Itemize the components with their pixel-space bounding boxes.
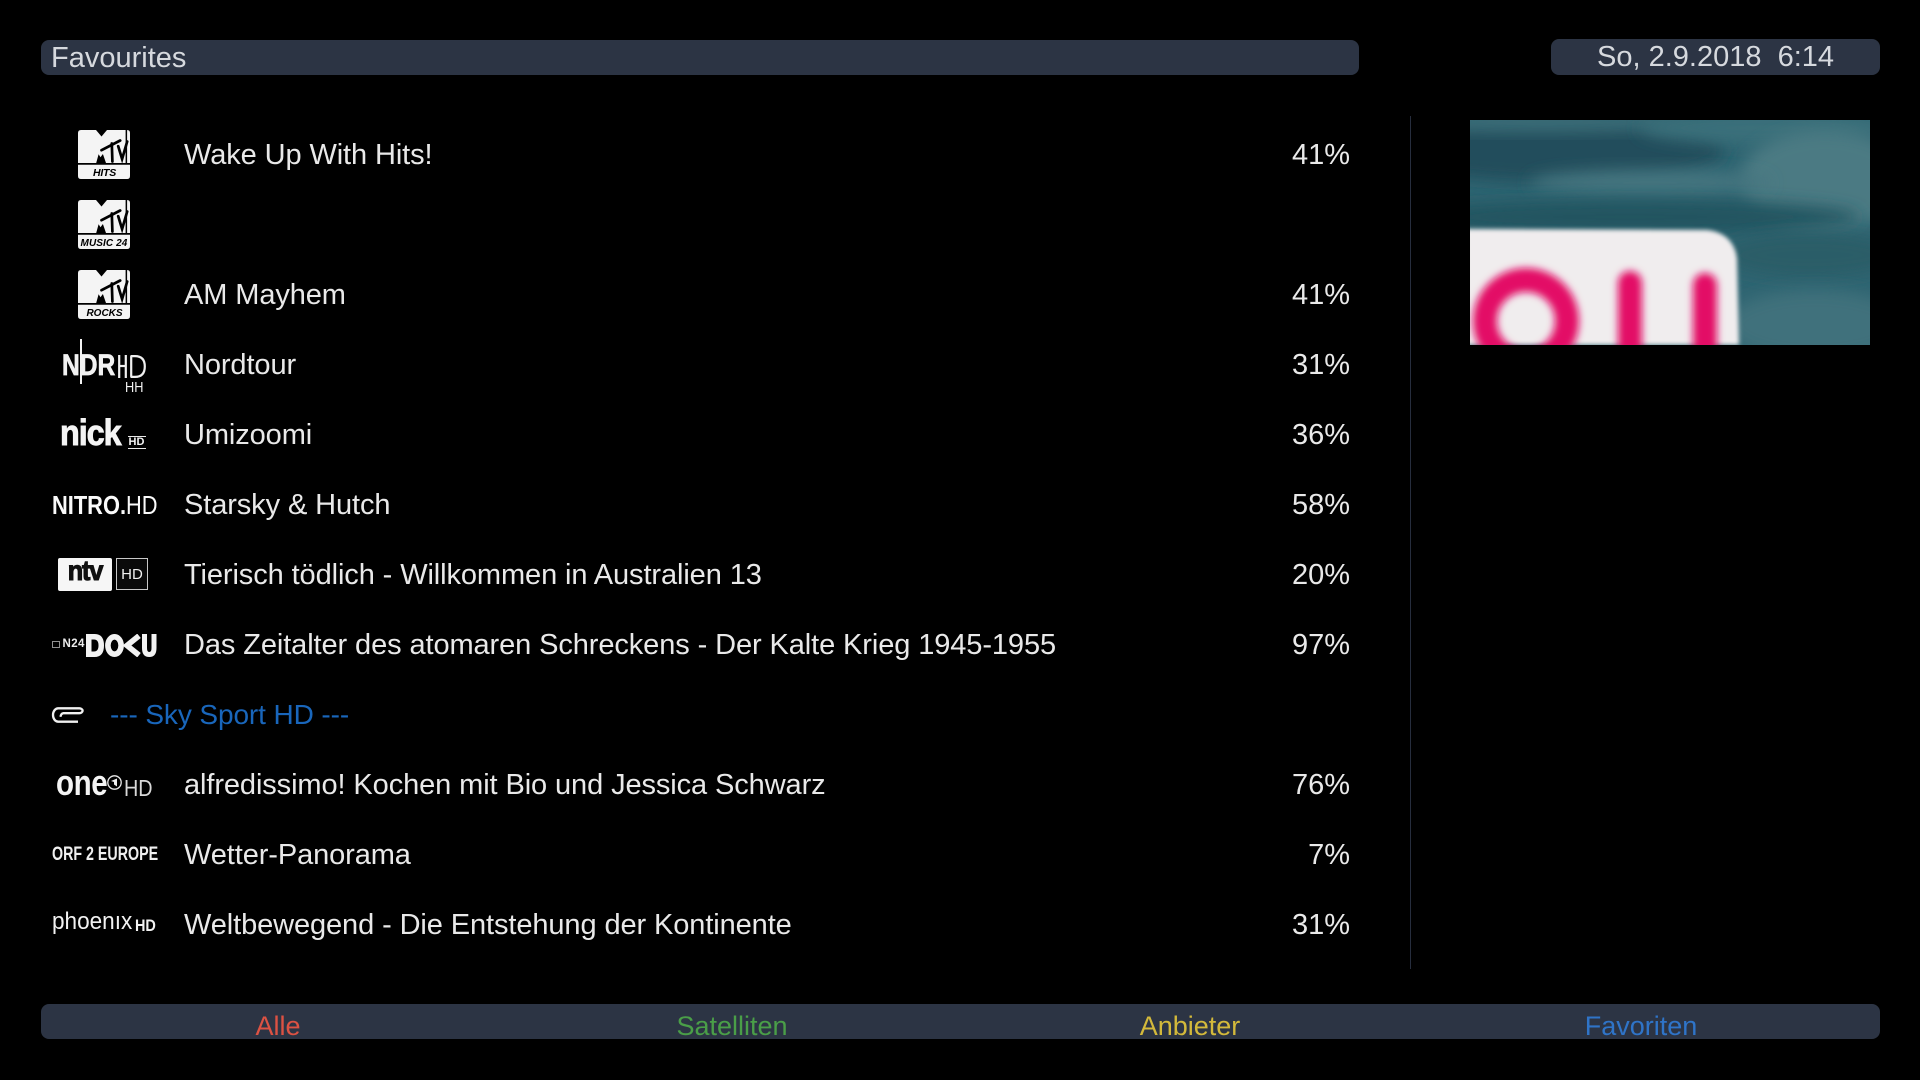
svg-text:HITS: HITS [93, 167, 116, 179]
svg-text:MUSIC 24: MUSIC 24 [81, 238, 128, 249]
svg-text:ROCKS: ROCKS [86, 308, 122, 319]
